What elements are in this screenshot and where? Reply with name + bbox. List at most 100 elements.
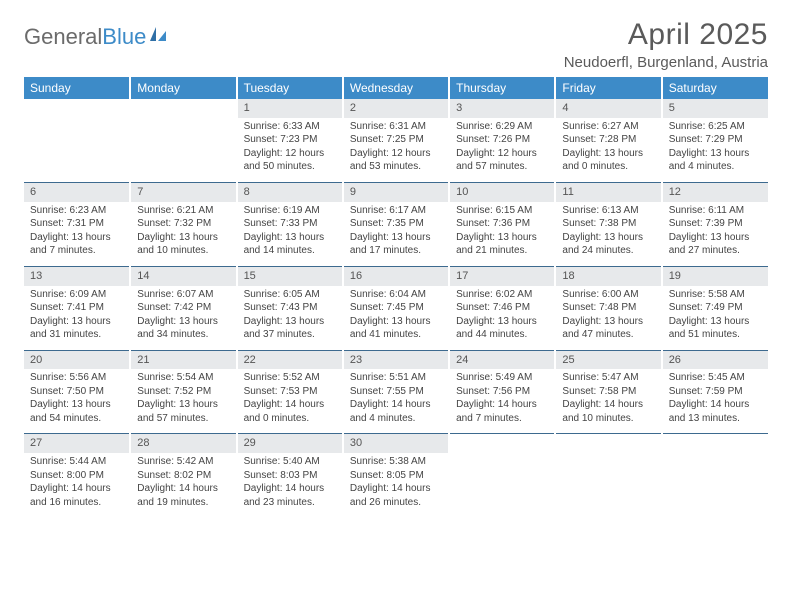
sunset-line: Sunset: 7:39 PM: [669, 217, 762, 231]
day-data: Sunrise: 5:38 AMSunset: 8:05 PMDaylight:…: [344, 453, 448, 517]
sunrise-line: Sunrise: 5:40 AM: [244, 455, 336, 469]
daylight-line: Daylight: 13 hours and 34 minutes.: [137, 315, 229, 342]
sunset-line: Sunset: 7:53 PM: [244, 385, 336, 399]
daylight-line: Daylight: 13 hours and 10 minutes.: [137, 231, 229, 258]
day-number: 7: [131, 183, 235, 202]
sunrise-line: Sunrise: 6:17 AM: [350, 204, 442, 218]
calendar-day-cell: 28Sunrise: 5:42 AMSunset: 8:02 PMDayligh…: [130, 434, 236, 517]
day-number: 27: [24, 434, 129, 453]
month-title: April 2025: [564, 18, 768, 52]
day-data: Sunrise: 6:15 AMSunset: 7:36 PMDaylight:…: [450, 202, 554, 266]
calendar-day-cell: 22Sunrise: 5:52 AMSunset: 7:53 PMDayligh…: [237, 350, 343, 434]
calendar-week-row: 13Sunrise: 6:09 AMSunset: 7:41 PMDayligh…: [24, 266, 768, 350]
day-data: Sunrise: 6:29 AMSunset: 7:26 PMDaylight:…: [450, 118, 554, 182]
sunrise-line: Sunrise: 5:42 AM: [137, 455, 229, 469]
day-header: Tuesday: [237, 77, 343, 99]
sunrise-line: Sunrise: 6:33 AM: [244, 120, 336, 134]
logo-text-gray: General: [24, 24, 102, 50]
daylight-line: Daylight: 13 hours and 31 minutes.: [30, 315, 123, 342]
day-number: 18: [556, 267, 660, 286]
calendar-day-cell: 19Sunrise: 5:58 AMSunset: 7:49 PMDayligh…: [662, 266, 768, 350]
calendar-day-cell: 8Sunrise: 6:19 AMSunset: 7:33 PMDaylight…: [237, 182, 343, 266]
day-data: Sunrise: 6:02 AMSunset: 7:46 PMDaylight:…: [450, 286, 554, 350]
title-block: April 2025 Neudoerfl, Burgenland, Austri…: [564, 18, 768, 71]
calendar-day-cell: [662, 434, 768, 517]
sunrise-line: Sunrise: 6:09 AM: [30, 288, 123, 302]
day-data: Sunrise: 5:52 AMSunset: 7:53 PMDaylight:…: [238, 369, 342, 433]
sunrise-line: Sunrise: 5:58 AM: [669, 288, 762, 302]
calendar-day-cell: 9Sunrise: 6:17 AMSunset: 7:35 PMDaylight…: [343, 182, 449, 266]
daylight-line: Daylight: 13 hours and 0 minutes.: [562, 147, 654, 174]
sunrise-line: Sunrise: 6:13 AM: [562, 204, 654, 218]
calendar-day-cell: 6Sunrise: 6:23 AMSunset: 7:31 PMDaylight…: [24, 182, 130, 266]
day-data: Sunrise: 6:09 AMSunset: 7:41 PMDaylight:…: [24, 286, 129, 350]
day-data: Sunrise: 5:54 AMSunset: 7:52 PMDaylight:…: [131, 369, 235, 433]
day-number: 24: [450, 351, 554, 370]
daylight-line: Daylight: 13 hours and 24 minutes.: [562, 231, 654, 258]
daylight-line: Daylight: 14 hours and 10 minutes.: [562, 398, 654, 425]
sunset-line: Sunset: 7:46 PM: [456, 301, 548, 315]
calendar-week-row: 1Sunrise: 6:33 AMSunset: 7:23 PMDaylight…: [24, 99, 768, 182]
day-data: Sunrise: 6:33 AMSunset: 7:23 PMDaylight:…: [238, 118, 342, 182]
calendar-day-cell: 4Sunrise: 6:27 AMSunset: 7:28 PMDaylight…: [555, 99, 661, 182]
daylight-line: Daylight: 14 hours and 26 minutes.: [350, 482, 442, 509]
calendar-page: GeneralBlue April 2025 Neudoerfl, Burgen…: [0, 0, 792, 517]
sunrise-line: Sunrise: 6:05 AM: [244, 288, 336, 302]
calendar-day-cell: 12Sunrise: 6:11 AMSunset: 7:39 PMDayligh…: [662, 182, 768, 266]
calendar-day-cell: 29Sunrise: 5:40 AMSunset: 8:03 PMDayligh…: [237, 434, 343, 517]
sunrise-line: Sunrise: 5:56 AM: [30, 371, 123, 385]
logo-text-blue: Blue: [102, 24, 146, 50]
day-number: 16: [344, 267, 448, 286]
day-number: 19: [663, 267, 768, 286]
sunset-line: Sunset: 7:38 PM: [562, 217, 654, 231]
sunset-line: Sunset: 7:42 PM: [137, 301, 229, 315]
daylight-line: Daylight: 13 hours and 21 minutes.: [456, 231, 548, 258]
calendar-day-cell: 1Sunrise: 6:33 AMSunset: 7:23 PMDaylight…: [237, 99, 343, 182]
calendar-day-cell: 18Sunrise: 6:00 AMSunset: 7:48 PMDayligh…: [555, 266, 661, 350]
daylight-line: Daylight: 13 hours and 14 minutes.: [244, 231, 336, 258]
day-data: Sunrise: 5:44 AMSunset: 8:00 PMDaylight:…: [24, 453, 129, 517]
sunrise-line: Sunrise: 5:47 AM: [562, 371, 654, 385]
calendar-day-cell: 27Sunrise: 5:44 AMSunset: 8:00 PMDayligh…: [24, 434, 130, 517]
day-number: 21: [131, 351, 235, 370]
calendar-day-cell: 23Sunrise: 5:51 AMSunset: 7:55 PMDayligh…: [343, 350, 449, 434]
day-data: Sunrise: 5:49 AMSunset: 7:56 PMDaylight:…: [450, 369, 554, 433]
sunrise-line: Sunrise: 5:52 AM: [244, 371, 336, 385]
day-data: Sunrise: 5:47 AMSunset: 7:58 PMDaylight:…: [556, 369, 660, 433]
day-number: 14: [131, 267, 235, 286]
sunset-line: Sunset: 7:48 PM: [562, 301, 654, 315]
day-number: 22: [238, 351, 342, 370]
day-data: Sunrise: 5:51 AMSunset: 7:55 PMDaylight:…: [344, 369, 448, 433]
calendar-header-row: SundayMondayTuesdayWednesdayThursdayFrid…: [24, 77, 768, 99]
calendar-day-cell: 30Sunrise: 5:38 AMSunset: 8:05 PMDayligh…: [343, 434, 449, 517]
sunset-line: Sunset: 7:56 PM: [456, 385, 548, 399]
calendar-body: 1Sunrise: 6:33 AMSunset: 7:23 PMDaylight…: [24, 99, 768, 517]
sunrise-line: Sunrise: 6:27 AM: [562, 120, 654, 134]
calendar-day-cell: 11 Sunrise: 6:13 AMSunset: 7:38 PMDayligh…: [555, 182, 661, 266]
day-data: Sunrise: 5:40 AMSunset: 8:03 PMDaylight:…: [238, 453, 342, 517]
calendar-day-cell: 16Sunrise: 6:04 AMSunset: 7:45 PMDayligh…: [343, 266, 449, 350]
daylight-line: Daylight: 14 hours and 19 minutes.: [137, 482, 229, 509]
sunset-line: Sunset: 7:45 PM: [350, 301, 442, 315]
page-header: GeneralBlue April 2025 Neudoerfl, Burgen…: [24, 18, 768, 71]
daylight-line: Daylight: 13 hours and 7 minutes.: [30, 231, 123, 258]
calendar-day-cell: [449, 434, 555, 517]
daylight-line: Daylight: 13 hours and 57 minutes.: [137, 398, 229, 425]
day-number: 11: [556, 183, 660, 202]
day-number: 13: [24, 267, 129, 286]
sunset-line: Sunset: 7:55 PM: [350, 385, 442, 399]
day-header: Friday: [555, 77, 661, 99]
sunset-line: Sunset: 7:49 PM: [669, 301, 762, 315]
daylight-line: Daylight: 13 hours and 44 minutes.: [456, 315, 548, 342]
day-data: Sunrise: 5:58 AMSunset: 7:49 PMDaylight:…: [663, 286, 768, 350]
calendar-day-cell: 5Sunrise: 6:25 AMSunset: 7:29 PMDaylight…: [662, 99, 768, 182]
day-number: 4: [556, 99, 660, 118]
day-data: Sunrise: 5:45 AMSunset: 7:59 PMDaylight:…: [663, 369, 768, 433]
sunrise-line: Sunrise: 6:07 AM: [137, 288, 229, 302]
day-number: 30: [344, 434, 448, 453]
calendar-week-row: 20Sunrise: 5:56 AMSunset: 7:50 PMDayligh…: [24, 350, 768, 434]
daylight-line: Daylight: 13 hours and 4 minutes.: [669, 147, 762, 174]
day-header: Sunday: [24, 77, 130, 99]
sunrise-line: Sunrise: 6:00 AM: [562, 288, 654, 302]
day-data: Sunrise: 6:23 AMSunset: 7:31 PMDaylight:…: [24, 202, 129, 266]
